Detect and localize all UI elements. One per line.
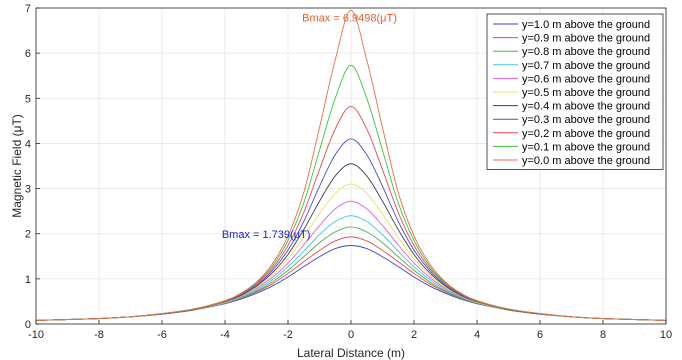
y-tick-label: 4	[25, 138, 31, 150]
y-axis-label: Magnetic Field (μT)	[10, 114, 24, 218]
legend-label: y=0.2 m above the ground	[522, 128, 650, 140]
x-tick-label: -8	[94, 329, 104, 341]
legend-label: y=0.0 m above the ground	[522, 155, 650, 167]
series-lines	[35, 9, 667, 321]
legend-label: y=0.5 m above the ground	[522, 87, 650, 99]
x-tick-label: -2	[283, 329, 293, 341]
axis-ticks: -10 -8 -6 -4 -2 0 2 4 6 8 10 0 1 2 3 4 5 6 7	[25, 3, 672, 341]
y-tick-label: 7	[25, 3, 31, 15]
x-tick-label: -6	[157, 329, 167, 341]
legend-label: y=0.4 m above the ground	[522, 101, 650, 113]
peak-annotation-bottom: Bmax = 1.739(μT)	[222, 229, 311, 241]
x-tick-label: 4	[474, 329, 480, 341]
series-line-10	[35, 9, 667, 321]
peak-annotation-top: Bmax = 6.9498(μT)	[302, 13, 397, 25]
x-tick-label: 6	[537, 329, 543, 341]
legend-label: y=0.3 m above the ground	[522, 114, 650, 126]
y-tick-label: 1	[25, 274, 31, 286]
legend-label: y=0.8 m above the ground	[522, 46, 650, 58]
legend: y=1.0 m above the ground y=0.9 m above th…	[486, 13, 664, 171]
x-tick-label: -10	[28, 329, 44, 341]
x-axis-label: Lateral Distance (m)	[297, 346, 405, 360]
x-tick-label: 2	[411, 329, 417, 341]
x-tick-label: -4	[220, 329, 230, 341]
y-tick-label: 5	[25, 93, 31, 105]
y-tick-label: 6	[25, 48, 31, 60]
annotations: Bmax = 6.9498(μT) Bmax = 1.739(μT)	[222, 13, 397, 242]
y-tick-label: 3	[25, 184, 31, 196]
legend-label: y=0.7 m above the ground	[522, 60, 650, 72]
legend-label: y=0.9 m above the ground	[522, 33, 650, 45]
legend-label: y=0.1 m above the ground	[522, 141, 650, 153]
x-tick-label: 8	[600, 329, 606, 341]
x-tick-label: 10	[660, 329, 672, 341]
x-tick-label: 0	[348, 329, 354, 341]
y-tick-label: 2	[25, 229, 31, 241]
legend-label: y=0.6 m above the ground	[522, 73, 650, 85]
y-tick-label: 0	[25, 319, 31, 331]
legend-label: y=1.0 m above the ground	[522, 19, 650, 31]
